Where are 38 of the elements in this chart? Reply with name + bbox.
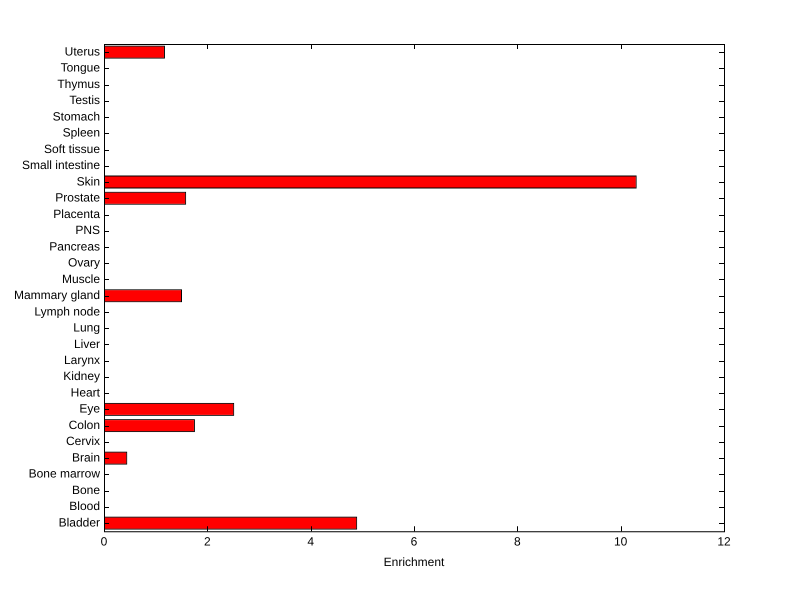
y-tick-label: Colon (68, 418, 100, 432)
y-tick-label: Lymph node (34, 304, 100, 318)
x-tick-label: 10 (614, 534, 628, 549)
y-tick-label: Testis (69, 93, 100, 108)
y-tick-label: Bladder (58, 515, 100, 530)
y-tick-label: Pancreas (49, 239, 100, 254)
y-tick-label: Kidney (63, 369, 100, 384)
y-tick-label: Prostate (55, 190, 100, 205)
y-tick-label: Cervix (66, 434, 100, 448)
y-tick-label: Mammary gland (14, 288, 100, 302)
y-tick-label: Bone marrow (28, 466, 100, 481)
y-tick-label: Liver (74, 336, 100, 351)
y-tick-label: Blood (69, 499, 100, 514)
y-tick-label: Bone (72, 482, 100, 497)
y-tick-label: Thymus (57, 76, 100, 91)
y-tick-label: Lung (73, 320, 100, 335)
x-tick-label: 6 (410, 534, 418, 549)
y-tick-label: PNS (75, 223, 100, 238)
x-tick-label: 12 (717, 534, 731, 549)
y-tick-label: Brain (72, 450, 100, 464)
x-tick-label: 8 (514, 534, 521, 549)
y-tick-label: Ovary (68, 256, 100, 270)
y-tick-label: Spleen (62, 126, 100, 140)
y-tick-label: Placenta (53, 206, 100, 221)
y-tick-label: Larynx (64, 352, 100, 367)
x-tick-label: 4 (307, 534, 314, 549)
y-tick-label: Eye (79, 402, 100, 416)
y-tick-label: Stomach (52, 109, 100, 124)
x-axis-title: Enrichment (384, 555, 446, 570)
y-tick-label: Soft tissue (44, 142, 100, 156)
x-tick-label: 2 (204, 534, 211, 549)
y-tick-label: Tongue (60, 60, 100, 75)
y-tick-label: Muscle (62, 272, 100, 286)
x-tick-label: 0 (100, 534, 108, 549)
y-tick-label: Uterus (64, 44, 100, 58)
y-tick-label: Heart (70, 385, 101, 400)
y-tick-label: Skin (76, 174, 100, 188)
y-tick-label: Small intestine (22, 158, 100, 172)
